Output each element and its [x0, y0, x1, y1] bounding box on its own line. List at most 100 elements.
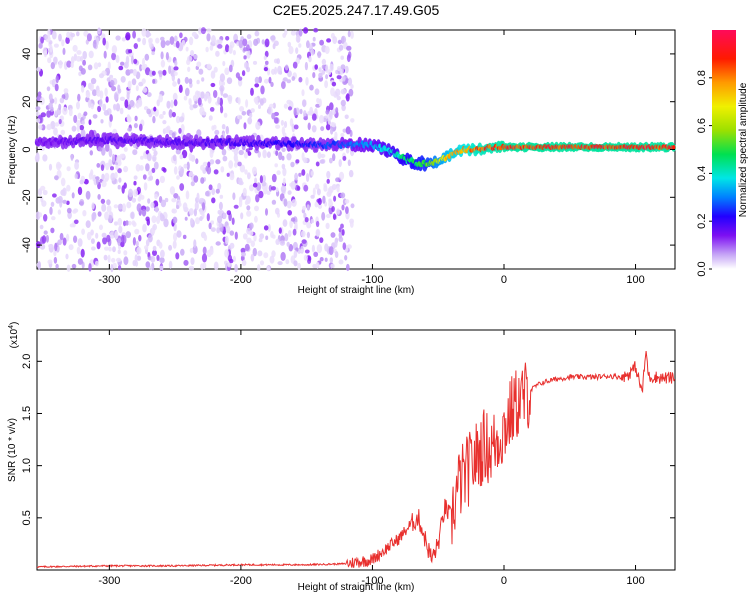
snr-x-tick-label: -100 [361, 575, 383, 587]
spectrogram-noise-point [65, 253, 69, 260]
spectrogram-noise-point [222, 212, 227, 220]
spectrogram-noise-point [270, 35, 276, 41]
spectrogram-x-tick-label: -200 [230, 274, 252, 286]
spectrogram-noise-point [54, 175, 59, 181]
spectrogram-noise-point [120, 61, 125, 66]
spectrogram-noise-point [125, 32, 131, 41]
spectrogram-noise-point [68, 244, 74, 251]
spectrogram-noise-point [303, 110, 307, 118]
spectrogram-noise-point [286, 200, 292, 209]
spectrogram-noise-point [338, 159, 342, 168]
spectrogram-noise-point [126, 201, 132, 209]
spectrogram-noise-point [284, 64, 289, 71]
spectrogram-noise-point [316, 244, 323, 254]
spectrogram-noise-point [336, 208, 340, 215]
spectrogram-noise-point [88, 263, 92, 272]
spectrogram-noise-point [239, 164, 246, 173]
spectrogram-noise-point [175, 115, 181, 124]
spectrogram-noise-point [108, 148, 113, 158]
spectrogram-noise-point [319, 257, 324, 262]
spectrogram-noise-point [350, 30, 354, 39]
spectrogram-noise-point [51, 216, 56, 221]
spectrogram-noise-point [77, 112, 82, 120]
spectrogram-noise-point [315, 220, 320, 228]
spectrogram-noise-point [121, 234, 125, 244]
spectrogram-noise-point [202, 111, 207, 116]
spectrogram-noise-point [342, 75, 346, 82]
spectrogram-noise-point [290, 30, 297, 36]
spectrogram-noise-point [104, 246, 109, 251]
spectrogram-noise-point [82, 50, 87, 60]
spectrogram-noise-point [155, 178, 160, 186]
snr-panel: -300 -200 -100 0 100 0.5 1.0 1.5 2.0 Height of … [7, 322, 676, 593]
spectrogram-noise-point [282, 177, 286, 185]
spectrogram-noise-point [224, 249, 230, 258]
spectrogram-noise-point [52, 193, 57, 198]
spectrogram-noise-point [171, 208, 176, 214]
spectrogram-noise-point [141, 64, 146, 71]
spectrogram-x-tick-label: -100 [361, 274, 383, 286]
spectrogram-noise-point [85, 91, 91, 99]
spectrogram-noise-point [196, 91, 201, 96]
spectrogram-noise-point [196, 129, 202, 137]
spectrogram-noise-point [258, 104, 261, 109]
spectrogram-noise-point [90, 238, 95, 245]
spectrogram-noise-point [165, 52, 169, 61]
spectrogram-noise-point [191, 31, 197, 37]
spectrogram-noise-point [331, 122, 337, 128]
spectrogram-noise-point [210, 227, 216, 233]
spectrogram-noise-point [188, 152, 193, 161]
spectrogram-noise-point [286, 153, 292, 161]
spectrogram-noise-point [234, 263, 238, 273]
spectrogram-noise-point [183, 163, 188, 169]
spectrogram-noise-point [192, 245, 198, 255]
spectrogram-noise-point [184, 216, 188, 221]
spectrogram-noise-point [346, 45, 352, 51]
spectrogram-noise-point [92, 114, 98, 119]
spectrogram-noise-point [101, 203, 107, 212]
spectrogram-noise-point [312, 187, 316, 196]
spectrogram-noise-point [150, 255, 156, 263]
spectrogram-noise-point [206, 63, 212, 69]
spectrogram-noise-point [219, 73, 225, 82]
spectrogram-noise-point [133, 189, 138, 197]
spectrogram-noise-point [244, 200, 249, 206]
spectrogram-noise-point [62, 237, 67, 246]
spectrogram-noise-point [152, 249, 157, 256]
spectrogram-noise-point [250, 253, 255, 262]
spectrogram-noise-point [194, 201, 199, 211]
spectrogram-noise-point [206, 249, 212, 258]
spectrogram-noise-point [187, 66, 191, 73]
spectrogram-noise-point [79, 179, 84, 185]
spectrogram-noise-point [116, 155, 122, 164]
spectrogram-noise-point [237, 97, 241, 105]
spectrogram-noise-point [48, 244, 54, 248]
spectrogram-noise-point [221, 124, 226, 130]
spectrogram-noise-point [171, 198, 177, 203]
spectrogram-noise-point [197, 97, 202, 106]
spectrogram-noise-point [111, 45, 118, 54]
spectrogram-noise-point [169, 186, 175, 195]
spectrogram-noise-point [335, 177, 340, 182]
spectrogram-noise-point [90, 229, 94, 236]
spectrogram-noise-point [58, 103, 62, 111]
spectrogram-noise-point [174, 60, 178, 67]
spectrogram-noise-point [307, 256, 312, 262]
spectrogram-noise-point [105, 162, 110, 171]
spectrogram-noise-point [324, 80, 328, 89]
spectrogram-noise-point [322, 195, 326, 204]
spectrogram-noise-point [133, 43, 138, 49]
spectrogram-noise-point [303, 27, 309, 34]
spectrogram-noise-point [66, 166, 71, 172]
spectrogram-noise-point [344, 254, 348, 261]
spectrogram-noise-point [293, 250, 298, 258]
spectrogram-y-tick-label: -20 [21, 189, 33, 205]
spectrogram-noise-point [133, 175, 138, 180]
spectrogram-noise-point [97, 194, 101, 200]
spectrogram-noise-point [159, 175, 165, 184]
spectrogram-noise-point [346, 54, 351, 63]
spectrogram-noise-point [121, 37, 126, 42]
spectrogram-noise-point [276, 58, 281, 65]
spectrogram-noise-point [261, 181, 267, 187]
spectrogram-noise-point [125, 220, 129, 226]
